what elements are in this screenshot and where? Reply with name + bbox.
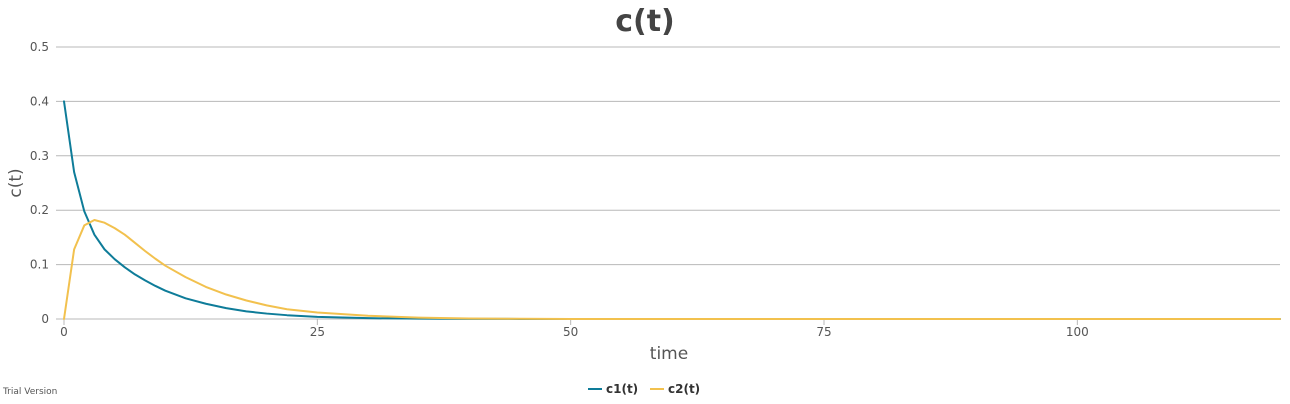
series-line-2 (63, 218, 1281, 320)
trial-version-watermark: Trial Version (2, 387, 57, 397)
y-axis-title: c(t) (6, 168, 26, 197)
x-axis-ticks: 0 25 50 75 100 (60, 319, 1089, 339)
x-axis-title: time (650, 344, 688, 364)
y-tick-label: 0.3 (30, 149, 49, 163)
x-tick-label: 75 (816, 325, 831, 339)
y-axis-ticks: 0 0.1 0.2 0.3 0.4 0.5 (30, 40, 49, 326)
x-tick-label: 100 (1066, 325, 1089, 339)
legend-item-1: c1(t) (588, 382, 638, 396)
gridlines (56, 46, 1280, 320)
legend-label: c2(t) (668, 382, 700, 396)
y-tick-label: 0.4 (30, 94, 49, 108)
x-tick-label: 50 (563, 325, 578, 339)
legend: c1(t) c2(t) (588, 382, 700, 396)
y-tick-label: 0 (41, 312, 49, 326)
series-lines (63, 100, 1281, 320)
y-tick-label: 0.5 (30, 40, 49, 54)
y-tick-label: 0.1 (30, 258, 49, 272)
x-tick-label: 25 (310, 325, 325, 339)
y-tick-label: 0.2 (30, 203, 49, 217)
x-tick-label: 0 (60, 325, 68, 339)
legend-item-2: c2(t) (650, 382, 700, 396)
legend-label: c1(t) (606, 382, 638, 396)
chart-title: c(t) (615, 4, 675, 39)
